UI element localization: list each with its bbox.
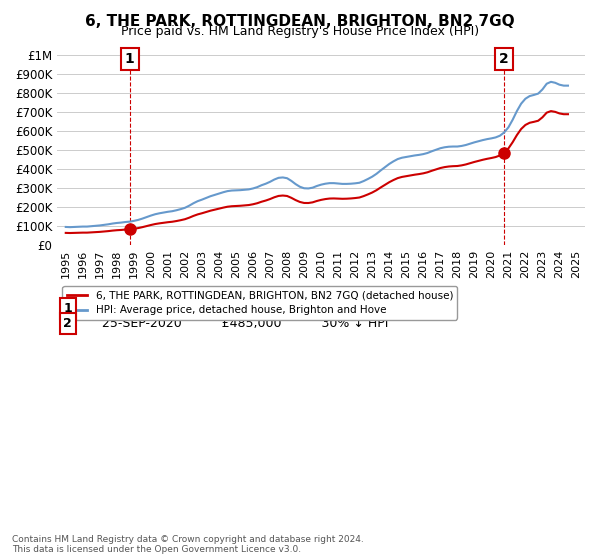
Text: Price paid vs. HM Land Registry's House Price Index (HPI): Price paid vs. HM Land Registry's House … bbox=[121, 25, 479, 38]
Text: 1: 1 bbox=[125, 52, 134, 66]
Text: 1: 1 bbox=[64, 302, 72, 315]
Text: 2: 2 bbox=[64, 317, 72, 330]
Legend: 6, THE PARK, ROTTINGDEAN, BRIGHTON, BN2 7GQ (detached house), HPI: Average price: 6, THE PARK, ROTTINGDEAN, BRIGHTON, BN2 … bbox=[62, 286, 457, 320]
Text: 25-SEP-2020          £485,000          30% ↓ HPI: 25-SEP-2020 £485,000 30% ↓ HPI bbox=[94, 317, 389, 330]
Text: Contains HM Land Registry data © Crown copyright and database right 2024.
This d: Contains HM Land Registry data © Crown c… bbox=[12, 535, 364, 554]
Text: 2: 2 bbox=[499, 52, 508, 66]
Text: 02-OCT-1998          £82,500          43% ↓ HPI: 02-OCT-1998 £82,500 43% ↓ HPI bbox=[94, 302, 383, 315]
Text: 6, THE PARK, ROTTINGDEAN, BRIGHTON, BN2 7GQ: 6, THE PARK, ROTTINGDEAN, BRIGHTON, BN2 … bbox=[85, 14, 515, 29]
